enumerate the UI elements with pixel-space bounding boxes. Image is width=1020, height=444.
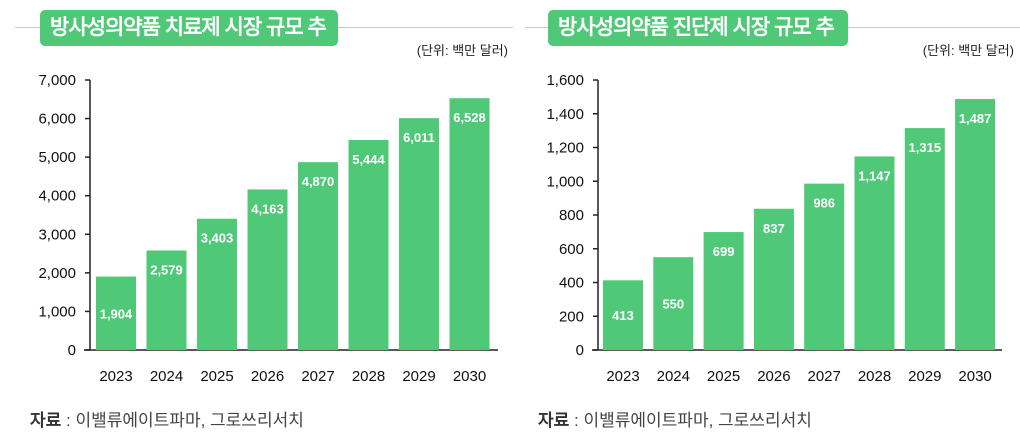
chart-title: 방사성의약품 진단제 시장 규모 추이 [548, 10, 848, 75]
bar-2028 [854, 156, 895, 350]
x-tick-label: 2027 [808, 368, 841, 385]
y-tick-label: 1,400 [546, 106, 584, 123]
y-tick-label: 400 [559, 275, 584, 292]
y-tick-label: 1,200 [546, 140, 584, 157]
source-text: : 이밸류에이트파마, 그로쓰리서치 [574, 411, 812, 430]
x-tick-label: 2028 [352, 368, 385, 385]
source-text: : 이밸류에이트파마, 그로쓰리서치 [66, 411, 304, 430]
y-tick-label: 4,000 [38, 188, 76, 205]
unit-label: (단위: 백만 달러) [416, 43, 508, 58]
x-tick-label: 2024 [150, 368, 183, 385]
bar-value-label: 699 [713, 244, 735, 259]
bar-value-label: 3,403 [201, 231, 234, 246]
source-note: 자료 : 이밸류에이트파마, 그로쓰리서치 [30, 406, 304, 431]
bar-2027 [804, 183, 845, 350]
bar-2024 [146, 250, 187, 350]
x-tick-label: 2025 [200, 368, 233, 385]
y-tick-label: 1,000 [38, 303, 76, 320]
y-tick-label: 1,000 [546, 173, 584, 190]
bar-2026 [247, 189, 288, 350]
y-tick-label: 2,000 [38, 265, 76, 282]
therapeutics-chart-panel: 방사성의약품 치료제 시장 규모 추이 (단위: 백만 달러) 0 1,000 2,… [15, 10, 513, 431]
y-tick-label: 200 [559, 308, 584, 325]
y-tick-label: 0 [576, 342, 584, 359]
y-tick-label: 800 [559, 207, 584, 224]
x-tick-label: 2026 [757, 368, 790, 385]
bar-value-label: 6,528 [453, 110, 486, 125]
bar-2028 [348, 140, 389, 350]
y-tick-label: 6,000 [38, 111, 76, 128]
bar-value-label: 4,870 [302, 174, 335, 189]
bar-2029 [399, 118, 439, 350]
bar-2029 [904, 128, 945, 350]
chart-title: 방사성의약품 치료제 시장 규모 추이 [40, 10, 338, 75]
bar-value-label: 5,444 [352, 152, 385, 167]
source-note: 자료 : 이밸류에이트파마, 그로쓰리서치 [538, 406, 812, 431]
bar-value-label: 550 [662, 297, 684, 312]
x-tick-label: 2023 [99, 368, 132, 385]
bar-value-label: 837 [763, 221, 785, 236]
y-tick-label: 5,000 [38, 149, 76, 166]
y-tick-label: 3,000 [38, 226, 76, 243]
y-tick-label: 600 [559, 241, 584, 258]
bar-value-label: 6,011 [403, 130, 435, 145]
bar-2025 [197, 218, 237, 350]
y-tick-label: 7,000 [38, 72, 76, 89]
source-label: 자료 [538, 411, 570, 430]
x-tick-label: 2025 [707, 368, 740, 385]
diagnostics-bar-chart: 0 200 400 600 800 1,000 1,200 1,400 1,600 413 2023… [546, 72, 1002, 385]
bar-2030 [449, 98, 490, 350]
x-tick-label: 2027 [301, 368, 334, 385]
bar-2026 [753, 208, 794, 350]
bar-value-label: 2,579 [150, 263, 183, 278]
bar-value-label: 1,487 [959, 111, 992, 126]
diagnostics-chart-panel: 방사성의약품 진단제 시장 규모 추이 (단위: 백만 달러) 0 200 400 6… [510, 0, 1020, 444]
bar-value-label: 1,904 [100, 306, 133, 321]
y-tick-label: 0 [68, 342, 76, 359]
y-tick-label: 1,600 [546, 72, 584, 89]
bar-value-label: 986 [813, 196, 835, 211]
unit-label: (단위: 백만 달러) [922, 43, 1014, 58]
x-tick-label: 2023 [606, 368, 639, 385]
x-tick-label: 2030 [958, 368, 991, 385]
bar-2025 [703, 232, 744, 350]
source-label: 자료 [30, 411, 62, 430]
bar-2023 [96, 276, 136, 350]
bar-2030 [955, 99, 996, 350]
x-tick-label: 2029 [908, 368, 941, 385]
bar-value-label: 4,163 [251, 201, 284, 216]
x-tick-label: 2029 [402, 368, 435, 385]
x-tick-label: 2030 [453, 368, 486, 385]
bar-value-label: 1,315 [909, 140, 942, 155]
bar-2027 [298, 162, 338, 350]
bar-value-label: 413 [612, 308, 634, 323]
bar-2023 [603, 280, 643, 350]
x-tick-label: 2026 [251, 368, 284, 385]
x-tick-label: 2028 [858, 368, 891, 385]
bar-2024 [653, 257, 694, 350]
bar-value-label: 1,147 [858, 168, 891, 183]
x-tick-label: 2024 [657, 368, 690, 385]
therapeutics-bar-chart: 0 1,000 2,000 3,000 4,000 5,000 6,000 7,000 1,90… [38, 72, 498, 385]
